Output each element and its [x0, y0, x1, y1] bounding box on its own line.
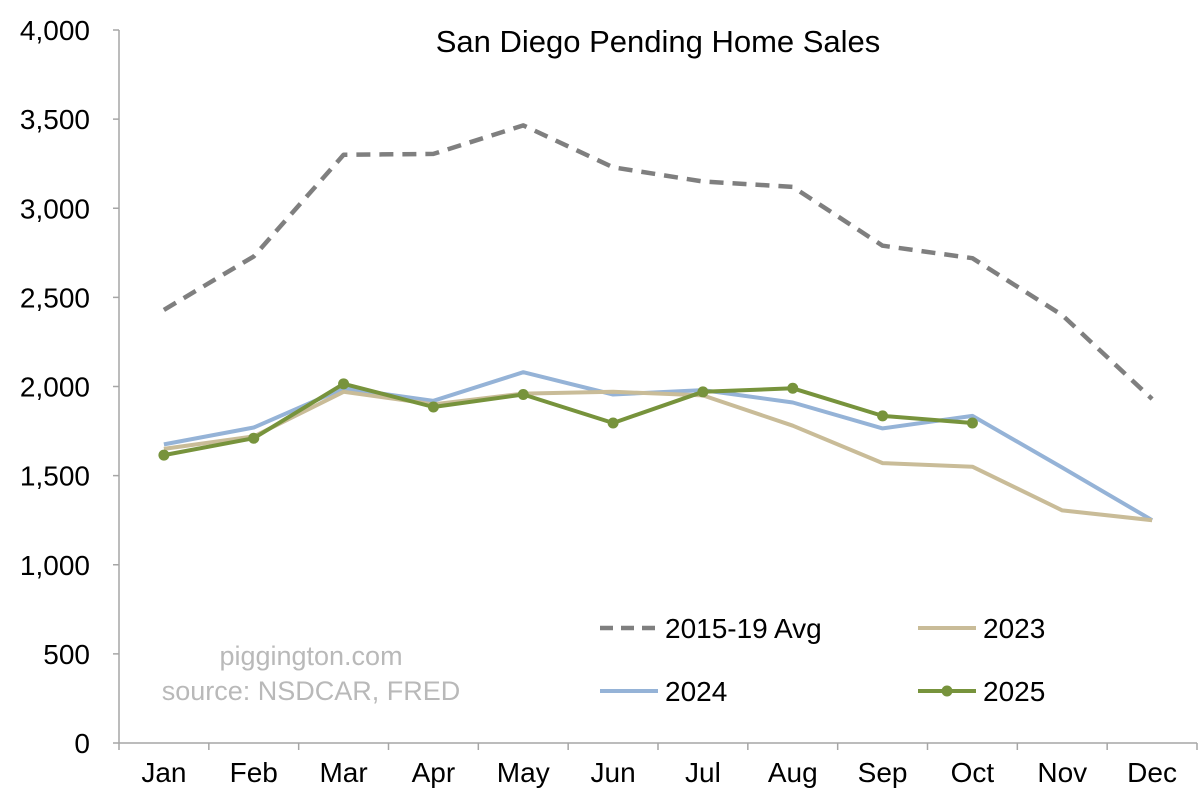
legend-label: 2025: [983, 676, 1045, 707]
legend-item-2023: 2023: [918, 613, 1045, 644]
legend-marker: [941, 685, 953, 697]
y-tick-label: 4,000: [20, 15, 90, 46]
data-point-2025: [877, 410, 889, 422]
legend-item-2025: 2025: [918, 676, 1045, 707]
data-point-2025: [338, 378, 350, 390]
data-point-2025: [427, 401, 439, 413]
x-tick-label: Jun: [591, 757, 636, 788]
legend-label: 2015-19 Avg: [665, 613, 822, 644]
legend-label: 2023: [983, 613, 1045, 644]
y-tick-label: 2,500: [20, 282, 90, 313]
x-tick-label: Feb: [230, 757, 278, 788]
series-2023: [163, 389, 1153, 523]
series-line-2023: [163, 389, 1153, 523]
x-tick-label: May: [497, 757, 550, 788]
x-tick-label: Oct: [951, 757, 995, 788]
series-line-2015-19-avg: [162, 123, 1154, 401]
data-point-2025: [517, 389, 529, 401]
data-point-2025: [607, 417, 619, 429]
x-tick-label: Sep: [858, 757, 908, 788]
series-line-2025: [163, 381, 973, 458]
series-2015-19-avg: [162, 123, 1154, 401]
y-tick-label: 0: [74, 728, 90, 759]
legend-label: 2024: [665, 676, 727, 707]
y-axis-ticks: 0 500 1,000 1,500 2,000 2,500 3,000 3,500 4,000: [20, 15, 119, 759]
y-tick-label: 1,500: [20, 461, 90, 492]
legend-item-2024: 2024: [600, 676, 727, 707]
x-tick-label: Jan: [141, 757, 186, 788]
x-tick-label: Nov: [1037, 757, 1087, 788]
x-tick-label: Mar: [319, 757, 367, 788]
data-point-2025: [248, 432, 260, 444]
legend-item-2015-19-avg: 2015-19 Avg: [600, 613, 822, 644]
series-2025: [158, 378, 978, 461]
legend: 2015-19 Avg 2023 2024 2025: [600, 613, 1045, 707]
y-tick-label: 2,000: [20, 372, 90, 403]
y-tick-label: 1,000: [20, 550, 90, 581]
y-tick-label: 500: [43, 639, 90, 670]
x-axis-ticks: Jan Feb Mar Apr May Jun Jul Aug Sep Oct Nov Dec: [118, 743, 1198, 788]
data-point-2025: [966, 417, 978, 429]
data-point-2025: [787, 382, 799, 394]
x-tick-label: Jul: [685, 757, 721, 788]
y-tick-label: 3,000: [20, 193, 90, 224]
x-tick-label: Aug: [768, 757, 818, 788]
watermark-site: piggington.com: [219, 641, 402, 671]
data-point-2025: [158, 449, 170, 461]
x-tick-label: Apr: [412, 757, 456, 788]
x-tick-label: Dec: [1127, 757, 1177, 788]
data-point-2025: [697, 386, 709, 398]
chart-title: San Diego Pending Home Sales: [436, 24, 881, 59]
y-tick-label: 3,500: [20, 104, 90, 135]
series-layer: [158, 123, 1154, 523]
watermark-source: source: NSDCAR, FRED: [162, 676, 461, 706]
